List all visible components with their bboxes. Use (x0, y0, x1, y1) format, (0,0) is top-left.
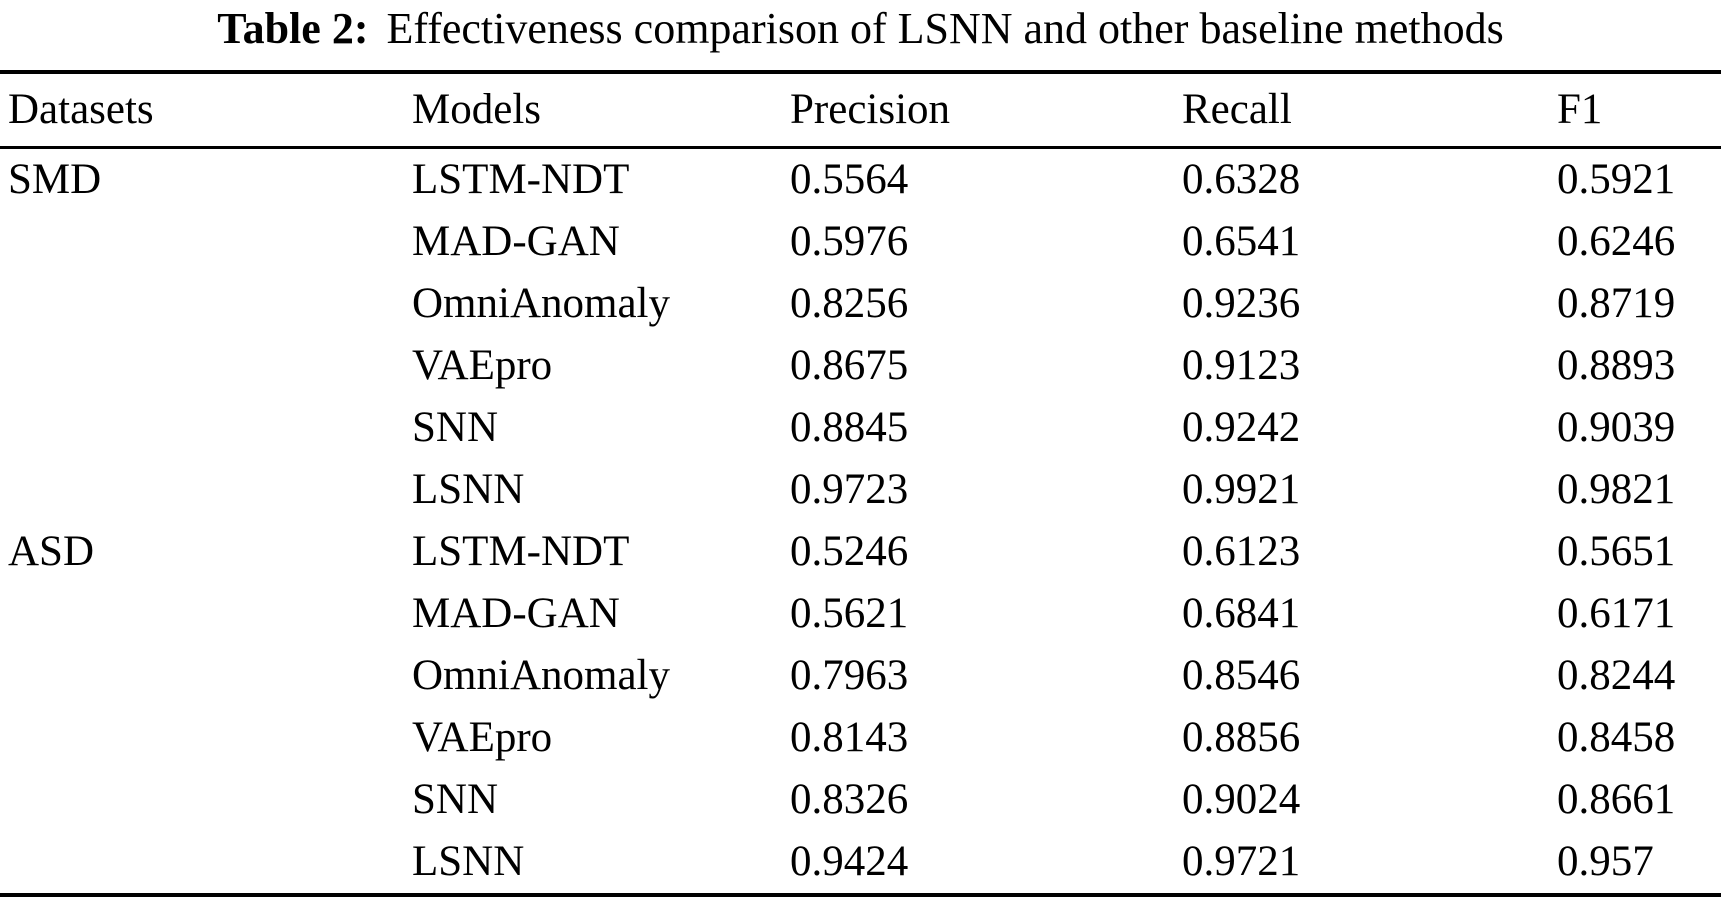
cell-dataset (8, 831, 412, 893)
cell-f1: 0.5651 (1557, 528, 1676, 575)
cell-model: LSTM-NDT (412, 156, 630, 203)
cell-precision: 0.5976 (790, 218, 909, 265)
cell-model: OmniAnomaly (412, 652, 670, 699)
column-header-f1: F1 (1557, 86, 1603, 133)
cell-f1: 0.8719 (1557, 280, 1676, 327)
cell-model: OmniAnomaly (412, 280, 670, 327)
column-header-models: Models (412, 86, 541, 133)
cell-precision: 0.8143 (790, 714, 909, 761)
table-row: LSNN 0.9424 0.9721 0.957 (0, 831, 1721, 893)
cell-f1: 0.6246 (1557, 218, 1676, 265)
cell-precision: 0.9424 (790, 838, 909, 885)
cell-recall: 0.6841 (1182, 590, 1301, 637)
cell-recall: 0.9123 (1182, 342, 1301, 389)
results-table: Datasets Models Precision Recall F1 SMD … (0, 70, 1721, 897)
cell-recall: 0.9721 (1182, 838, 1301, 885)
cell-model: LSNN (412, 838, 525, 885)
cell-model: SNN (412, 776, 499, 823)
cell-dataset (8, 273, 412, 335)
cell-f1: 0.8661 (1557, 776, 1676, 823)
cell-recall: 0.6123 (1182, 528, 1301, 575)
table-row: ASD LSTM-NDT 0.5246 0.6123 0.5651 (0, 521, 1721, 583)
cell-precision: 0.5564 (790, 156, 909, 203)
cell-dataset: SMD (8, 156, 102, 203)
cell-recall: 0.8856 (1182, 714, 1301, 761)
cell-precision: 0.5246 (790, 528, 909, 575)
cell-model: LSNN (412, 466, 525, 513)
cell-precision: 0.7963 (790, 652, 909, 699)
table-row: OmniAnomaly 0.8256 0.9236 0.8719 (0, 273, 1721, 335)
cell-recall: 0.6541 (1182, 218, 1301, 265)
table-row: MAD-GAN 0.5976 0.6541 0.6246 (0, 211, 1721, 273)
cell-dataset (8, 583, 412, 645)
cell-recall: 0.9236 (1182, 280, 1301, 327)
table-row: MAD-GAN 0.5621 0.6841 0.6171 (0, 583, 1721, 645)
cell-f1: 0.6171 (1557, 590, 1676, 637)
table-caption: Table 2: Effectiveness comparison of LSNN… (0, 0, 1721, 70)
cell-dataset: ASD (8, 528, 95, 575)
table-row: VAEpro 0.8675 0.9123 0.8893 (0, 335, 1721, 397)
table-caption-text: Effectiveness comparison of LSNN and oth… (386, 4, 1504, 53)
table-row: OmniAnomaly 0.7963 0.8546 0.8244 (0, 645, 1721, 707)
cell-recall: 0.6328 (1182, 156, 1301, 203)
cell-f1: 0.8893 (1557, 342, 1676, 389)
cell-precision: 0.8675 (790, 342, 909, 389)
cell-f1: 0.5921 (1557, 156, 1676, 203)
cell-model: LSTM-NDT (412, 528, 630, 575)
cell-recall: 0.9921 (1182, 466, 1301, 513)
cell-precision: 0.8256 (790, 280, 909, 327)
table-header-row: Datasets Models Precision Recall F1 (0, 74, 1721, 149)
cell-model: MAD-GAN (412, 590, 620, 637)
cell-f1: 0.957 (1557, 838, 1654, 885)
table-row: LSNN 0.9723 0.9921 0.9821 (0, 459, 1721, 521)
cell-model: VAEpro (412, 342, 553, 389)
cell-dataset (8, 459, 412, 521)
cell-model: SNN (412, 404, 499, 451)
cell-model: MAD-GAN (412, 218, 620, 265)
cell-dataset (8, 335, 412, 397)
column-header-recall: Recall (1182, 86, 1292, 133)
cell-f1: 0.9821 (1557, 466, 1676, 513)
cell-recall: 0.8546 (1182, 652, 1301, 699)
cell-f1: 0.9039 (1557, 404, 1676, 451)
cell-f1: 0.8244 (1557, 652, 1676, 699)
cell-dataset (8, 211, 412, 273)
cell-precision: 0.8845 (790, 404, 909, 451)
cell-precision: 0.8326 (790, 776, 909, 823)
table-row: SMD LSTM-NDT 0.5564 0.6328 0.5921 (0, 149, 1721, 211)
table-row: SNN 0.8845 0.9242 0.9039 (0, 397, 1721, 459)
cell-model: VAEpro (412, 714, 553, 761)
cell-precision: 0.5621 (790, 590, 909, 637)
cell-recall: 0.9024 (1182, 776, 1301, 823)
column-header-datasets: Datasets (8, 86, 154, 133)
cell-dataset (8, 397, 412, 459)
table-caption-label: Table 2: (217, 4, 369, 53)
cell-dataset (8, 769, 412, 831)
table-row: VAEpro 0.8143 0.8856 0.8458 (0, 707, 1721, 769)
cell-f1: 0.8458 (1557, 714, 1676, 761)
column-header-precision: Precision (790, 86, 951, 133)
cell-dataset (8, 707, 412, 769)
cell-precision: 0.9723 (790, 466, 909, 513)
cell-dataset (8, 645, 412, 707)
cell-recall: 0.9242 (1182, 404, 1301, 451)
table-row: SNN 0.8326 0.9024 0.8661 (0, 769, 1721, 831)
